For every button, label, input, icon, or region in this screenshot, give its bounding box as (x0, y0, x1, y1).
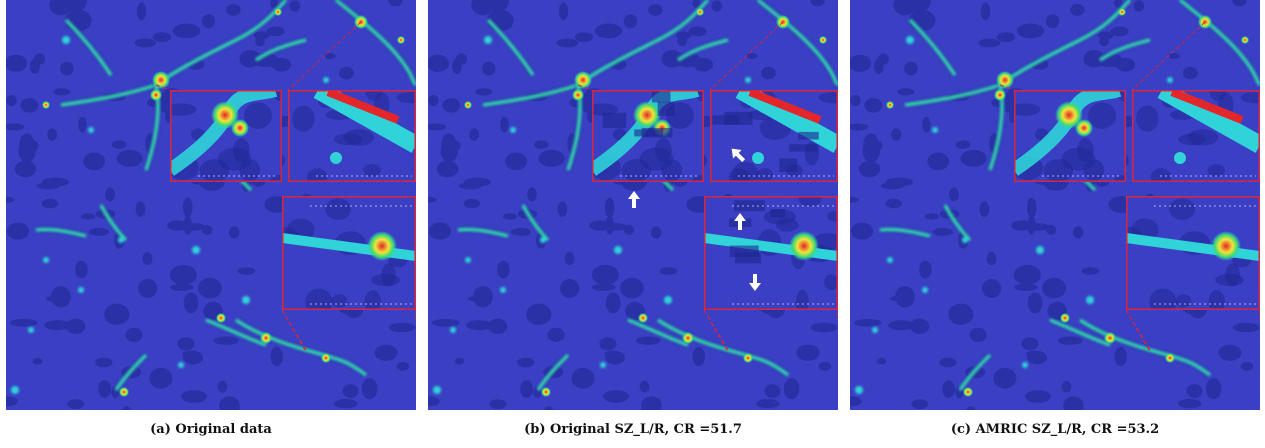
caption-b: (b) Original SZ_L/R, CR =51.7 (428, 422, 838, 437)
caption-b-prefix: (b) (524, 422, 546, 437)
arrow-icon (628, 191, 640, 208)
caption-a: (a) Original data (6, 422, 416, 437)
halo-hotspot (464, 101, 472, 109)
caption-c-prefix: (c) (950, 422, 972, 437)
caption-c-text: AMRIC SZ_L/R, CR =53.2 (975, 422, 1160, 437)
halo-hotspot (1060, 313, 1070, 323)
halo-hotspot (574, 71, 592, 89)
arrow-icon (734, 213, 746, 230)
artifact-arrows (628, 148, 761, 291)
halo-hotspot (42, 101, 50, 109)
halo-hotspot (743, 353, 753, 363)
zoom-inset-lower (1125, 196, 1260, 351)
halo-hotspot (1104, 332, 1116, 344)
halo-hotspot (321, 353, 331, 363)
zoom-inset-halo (577, 84, 704, 182)
halo-hotspot (152, 71, 170, 89)
halo-hotspot (1118, 8, 1126, 16)
zoom-inset-filament (1131, 21, 1260, 182)
caption-b-text: Original SZ_L/R, CR =51.7 (550, 422, 742, 437)
zoom-inset-halo (155, 84, 282, 182)
caption-c: (c) AMRIC SZ_L/R, CR =53.2 (850, 422, 1260, 437)
zoom-inset-lower (281, 196, 416, 351)
arrow-icon (731, 148, 746, 163)
panel-b-image (428, 0, 838, 410)
halo-hotspot (216, 313, 226, 323)
halo-hotspot (696, 8, 704, 16)
zoom-inset-lower (703, 196, 838, 351)
halo-hotspot (682, 332, 694, 344)
halo-hotspot (119, 387, 129, 397)
arrow-icon (749, 274, 761, 291)
halo-hotspot (819, 36, 827, 44)
zoom-inset-filament (287, 21, 416, 182)
halo-hotspot (638, 313, 648, 323)
halo-hotspot (1241, 36, 1249, 44)
halo-hotspot (963, 387, 973, 397)
caption-a-prefix: (a) (150, 422, 171, 437)
halo-hotspot (886, 101, 894, 109)
panel-c-image (850, 0, 1260, 410)
halo-hotspot (996, 71, 1014, 89)
caption-a-text: Original data (175, 422, 272, 437)
halo-hotspot (541, 387, 551, 397)
zoom-inset-filament (709, 21, 838, 182)
panel-a-image (6, 0, 416, 410)
halo-hotspot (572, 89, 584, 101)
halo-hotspot (260, 332, 272, 344)
halo-hotspot (994, 89, 1006, 101)
halo-hotspot (397, 36, 405, 44)
zoom-inset-halo (999, 84, 1126, 182)
halo-hotspot (150, 89, 162, 101)
halo-hotspot (1165, 353, 1175, 363)
halo-hotspot (274, 8, 282, 16)
